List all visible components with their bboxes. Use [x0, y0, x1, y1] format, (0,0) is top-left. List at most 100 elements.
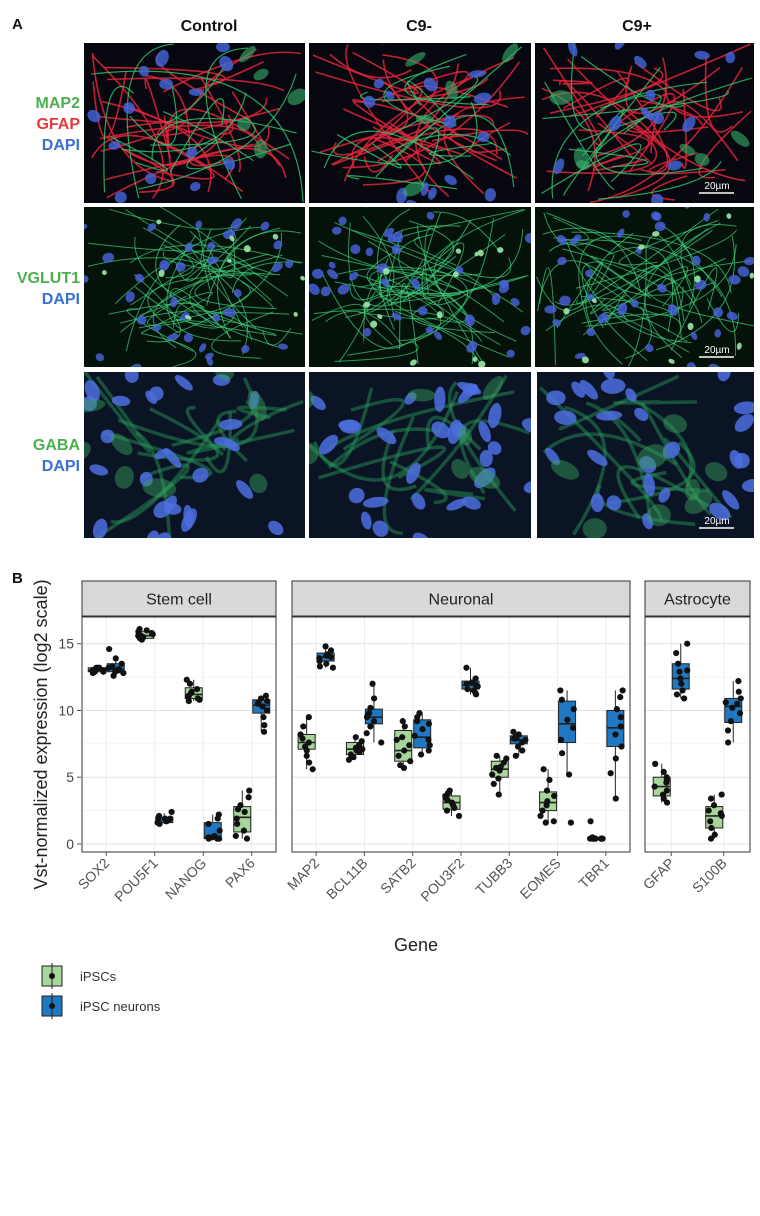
y-tick-label: 5: [66, 769, 74, 785]
gene-group-tbr1: [587, 687, 626, 842]
data-point: [612, 795, 619, 802]
data-point: [367, 704, 374, 711]
data-point: [676, 668, 683, 675]
data-point: [305, 714, 312, 721]
data-point: [472, 691, 480, 698]
data-point: [512, 752, 519, 759]
data-point: [618, 743, 625, 750]
data-point: [306, 759, 313, 766]
data-point: [165, 816, 172, 824]
data-point: [587, 818, 594, 825]
data-point: [652, 760, 659, 767]
expression-boxplot: 0 5 10 15 Vst-normalized expression (log2 sc…: [31, 579, 751, 1019]
data-point: [651, 783, 658, 790]
gene-group-sox2: [87, 645, 127, 679]
data-point: [329, 664, 337, 671]
legend-label: iPSC neurons: [80, 999, 161, 1014]
data-point: [679, 687, 686, 694]
data-point: [550, 818, 557, 825]
data-point: [673, 649, 680, 657]
scalebar-label: 20µm: [704, 345, 729, 356]
x-tick-label: PAX6: [222, 855, 258, 891]
micrograph-image: [84, 207, 305, 367]
data-point: [707, 795, 715, 802]
data-point: [406, 742, 413, 749]
x-tick-label: S100B: [689, 855, 730, 896]
data-point: [233, 815, 240, 822]
data-point: [259, 703, 266, 710]
data-point: [551, 792, 558, 800]
data-point: [323, 652, 330, 659]
data-point: [734, 700, 741, 707]
data-point: [105, 664, 112, 671]
x-tick-label: NANOG: [162, 855, 210, 903]
facet-panel: [645, 617, 750, 852]
stain-label: MAP2: [35, 95, 80, 112]
data-point: [736, 710, 744, 717]
data-point: [316, 657, 323, 665]
data-point: [245, 794, 252, 801]
data-point: [727, 718, 734, 725]
data-point: [708, 824, 715, 832]
data-point: [514, 743, 522, 750]
data-point: [395, 752, 402, 759]
data-point: [110, 672, 117, 679]
data-point: [352, 734, 359, 741]
gene-group-pax6: [232, 692, 271, 842]
data-point: [617, 723, 624, 730]
data-point: [323, 660, 330, 667]
data-point: [359, 746, 366, 753]
data-point: [539, 807, 546, 814]
data-point: [400, 764, 408, 771]
stain-label: DAPI: [41, 137, 80, 154]
data-point: [299, 735, 306, 742]
gene-group-bcl11b: [345, 680, 385, 763]
data-point: [196, 696, 203, 703]
facet-title: Stem cell: [146, 592, 212, 609]
x-tick-label: BCL11B: [323, 855, 370, 902]
gene-group-pou3f2: [442, 664, 481, 820]
data-point: [378, 739, 385, 746]
legend-item: iPSCs: [41, 963, 117, 989]
data-point: [612, 755, 619, 762]
data-point: [472, 675, 479, 682]
x-tick-label: SOX2: [75, 855, 113, 893]
data-point: [612, 731, 619, 738]
data-point: [350, 754, 357, 761]
stain-label: GFAP: [36, 116, 80, 133]
data-point: [705, 807, 712, 814]
data-point: [322, 643, 329, 650]
y-axis-label: Vst-normalized expression (log2 scale): [31, 579, 51, 889]
data-point: [120, 669, 127, 677]
data-point: [241, 808, 248, 816]
data-point: [364, 712, 371, 719]
micrograph-image: [309, 207, 531, 367]
data-point: [106, 645, 113, 653]
stain-label: DAPI: [41, 291, 80, 308]
data-point: [260, 728, 268, 735]
stain-label: GABA: [32, 437, 80, 454]
data-point: [411, 732, 418, 739]
data-point: [492, 764, 500, 771]
data-point: [495, 791, 502, 798]
gene-group-pou5f1: [135, 625, 175, 828]
data-point: [240, 827, 248, 834]
data-point: [193, 686, 201, 693]
data-point: [724, 739, 732, 746]
data-point: [718, 791, 725, 798]
data-point: [216, 827, 223, 834]
data-point: [401, 747, 408, 754]
micrograph-gaba-control: [84, 372, 305, 538]
panel-a: A Control C9- C9+ MAP2 GFAP DAPI VGLUT1 …: [0, 0, 760, 560]
facet-title: Astrocyte: [664, 592, 731, 609]
data-point: [660, 768, 667, 775]
gene-group-s100b: [705, 677, 744, 842]
data-point: [558, 750, 566, 757]
data-point: [617, 694, 624, 701]
data-point: [401, 723, 408, 730]
micrograph-gaba-c9-plus: 20µm: [537, 372, 754, 538]
gene-group-nanog: [183, 676, 223, 842]
gene-group-eomes: [537, 687, 577, 826]
data-point: [345, 756, 353, 763]
gene-group-map2: [297, 643, 337, 773]
